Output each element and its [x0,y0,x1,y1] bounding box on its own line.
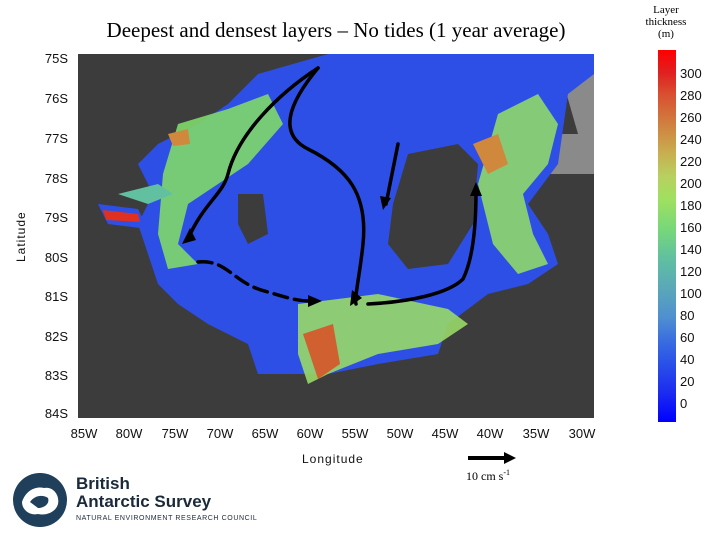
colorbar-label: 120 [680,264,702,279]
x-tick-label: 85W [70,426,98,441]
colorbar-label: 0 [680,396,688,411]
y-tick-label: 83S [44,368,68,383]
y-tick-label: 81S [44,289,68,304]
colorbar-label: 140 [680,242,702,257]
y-axis-title: Latitude [14,211,28,262]
colorbar-label: 300 [680,66,702,81]
x-tick-label: 70W [206,426,234,441]
colorbar-label: 20 [680,374,695,389]
colorbar-label: 180 [680,198,702,213]
colorbar-label: 100 [680,286,702,301]
x-tick-label: 55W [341,426,369,441]
colorbar-title: Layer thickness (m) [645,4,687,40]
y-tick-label: 84S [44,406,68,421]
colorbar-label: 40 [680,352,695,367]
x-axis-title: Longitude [302,452,364,466]
colorbar-label: 160 [680,220,702,235]
map-plot [78,54,594,418]
colorbar-label: 60 [680,330,695,345]
thickness-map [78,54,594,418]
x-tick-label: 60W [296,426,324,441]
logo-line-2: Antarctic Survey [76,492,212,511]
colorbar-label: 240 [680,132,702,147]
x-tick-label: 80W [115,426,143,441]
logo-line-1: British [76,474,130,493]
reference-vector-label: 10 cm s-1 [466,468,511,483]
x-tick-label: 30W [568,426,596,441]
x-tick-label: 65W [251,426,279,441]
y-tick-label: 82S [44,329,68,344]
y-tick-label: 79S [44,210,68,225]
colorbar [658,50,676,422]
reference-arrow-icon [468,452,516,464]
y-tick-label: 76S [44,91,68,106]
x-tick-label: 75W [161,426,189,441]
x-tick-label: 45W [431,426,459,441]
x-tick-label: 40W [476,426,504,441]
y-tick-label: 77S [44,131,68,146]
colorbar-label: 280 [680,88,702,103]
colorbar-label: 220 [680,154,702,169]
y-tick-label: 75S [44,51,68,66]
colorbar-label: 80 [680,308,695,323]
colorbar-label: 260 [680,110,702,125]
bas-logo-icon [13,473,67,527]
x-tick-label: 35W [522,426,550,441]
logo-line-3: NATURAL ENVIRONMENT RESEARCH COUNCIL [76,515,258,522]
y-tick-label: 78S [44,171,68,186]
x-tick-label: 50W [386,426,414,441]
figure-title: Deepest and densest layers – No tides (1… [106,18,566,42]
y-tick-label: 80S [44,250,68,265]
colorbar-label: 200 [680,176,702,191]
